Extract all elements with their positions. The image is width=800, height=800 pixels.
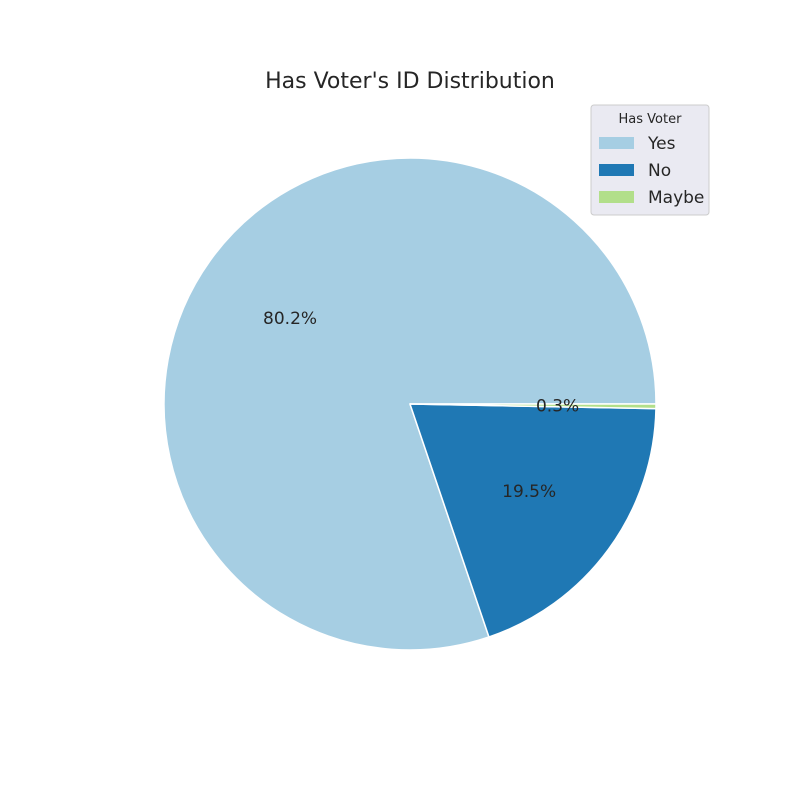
legend: Has Voter Yes No Maybe [590,104,710,216]
legend-swatch-yes [599,137,634,149]
legend-title: Has Voter [619,112,683,127]
pie-slices [163,157,657,651]
legend-swatch-maybe [599,191,634,203]
pie-percent-labels: 80.2% 19.5% 0.3% [263,309,579,502]
legend-items: Yes No Maybe [599,134,704,208]
legend-swatch-no [599,164,634,176]
pie-label-yes: 80.2% [263,309,317,329]
pie-slice-maybe [409,403,657,410]
legend-frame [590,104,710,216]
chart-title: Has Voter's ID Distribution [265,69,555,94]
pie-slice-yes [163,157,657,651]
legend-label-no: No [648,161,671,181]
pie-slice-no [409,403,657,638]
legend-label-maybe: Maybe [648,188,704,208]
pie-label-maybe: 0.3% [536,396,579,416]
legend-label-yes: Yes [647,134,676,154]
pie-label-no: 19.5% [502,482,556,502]
